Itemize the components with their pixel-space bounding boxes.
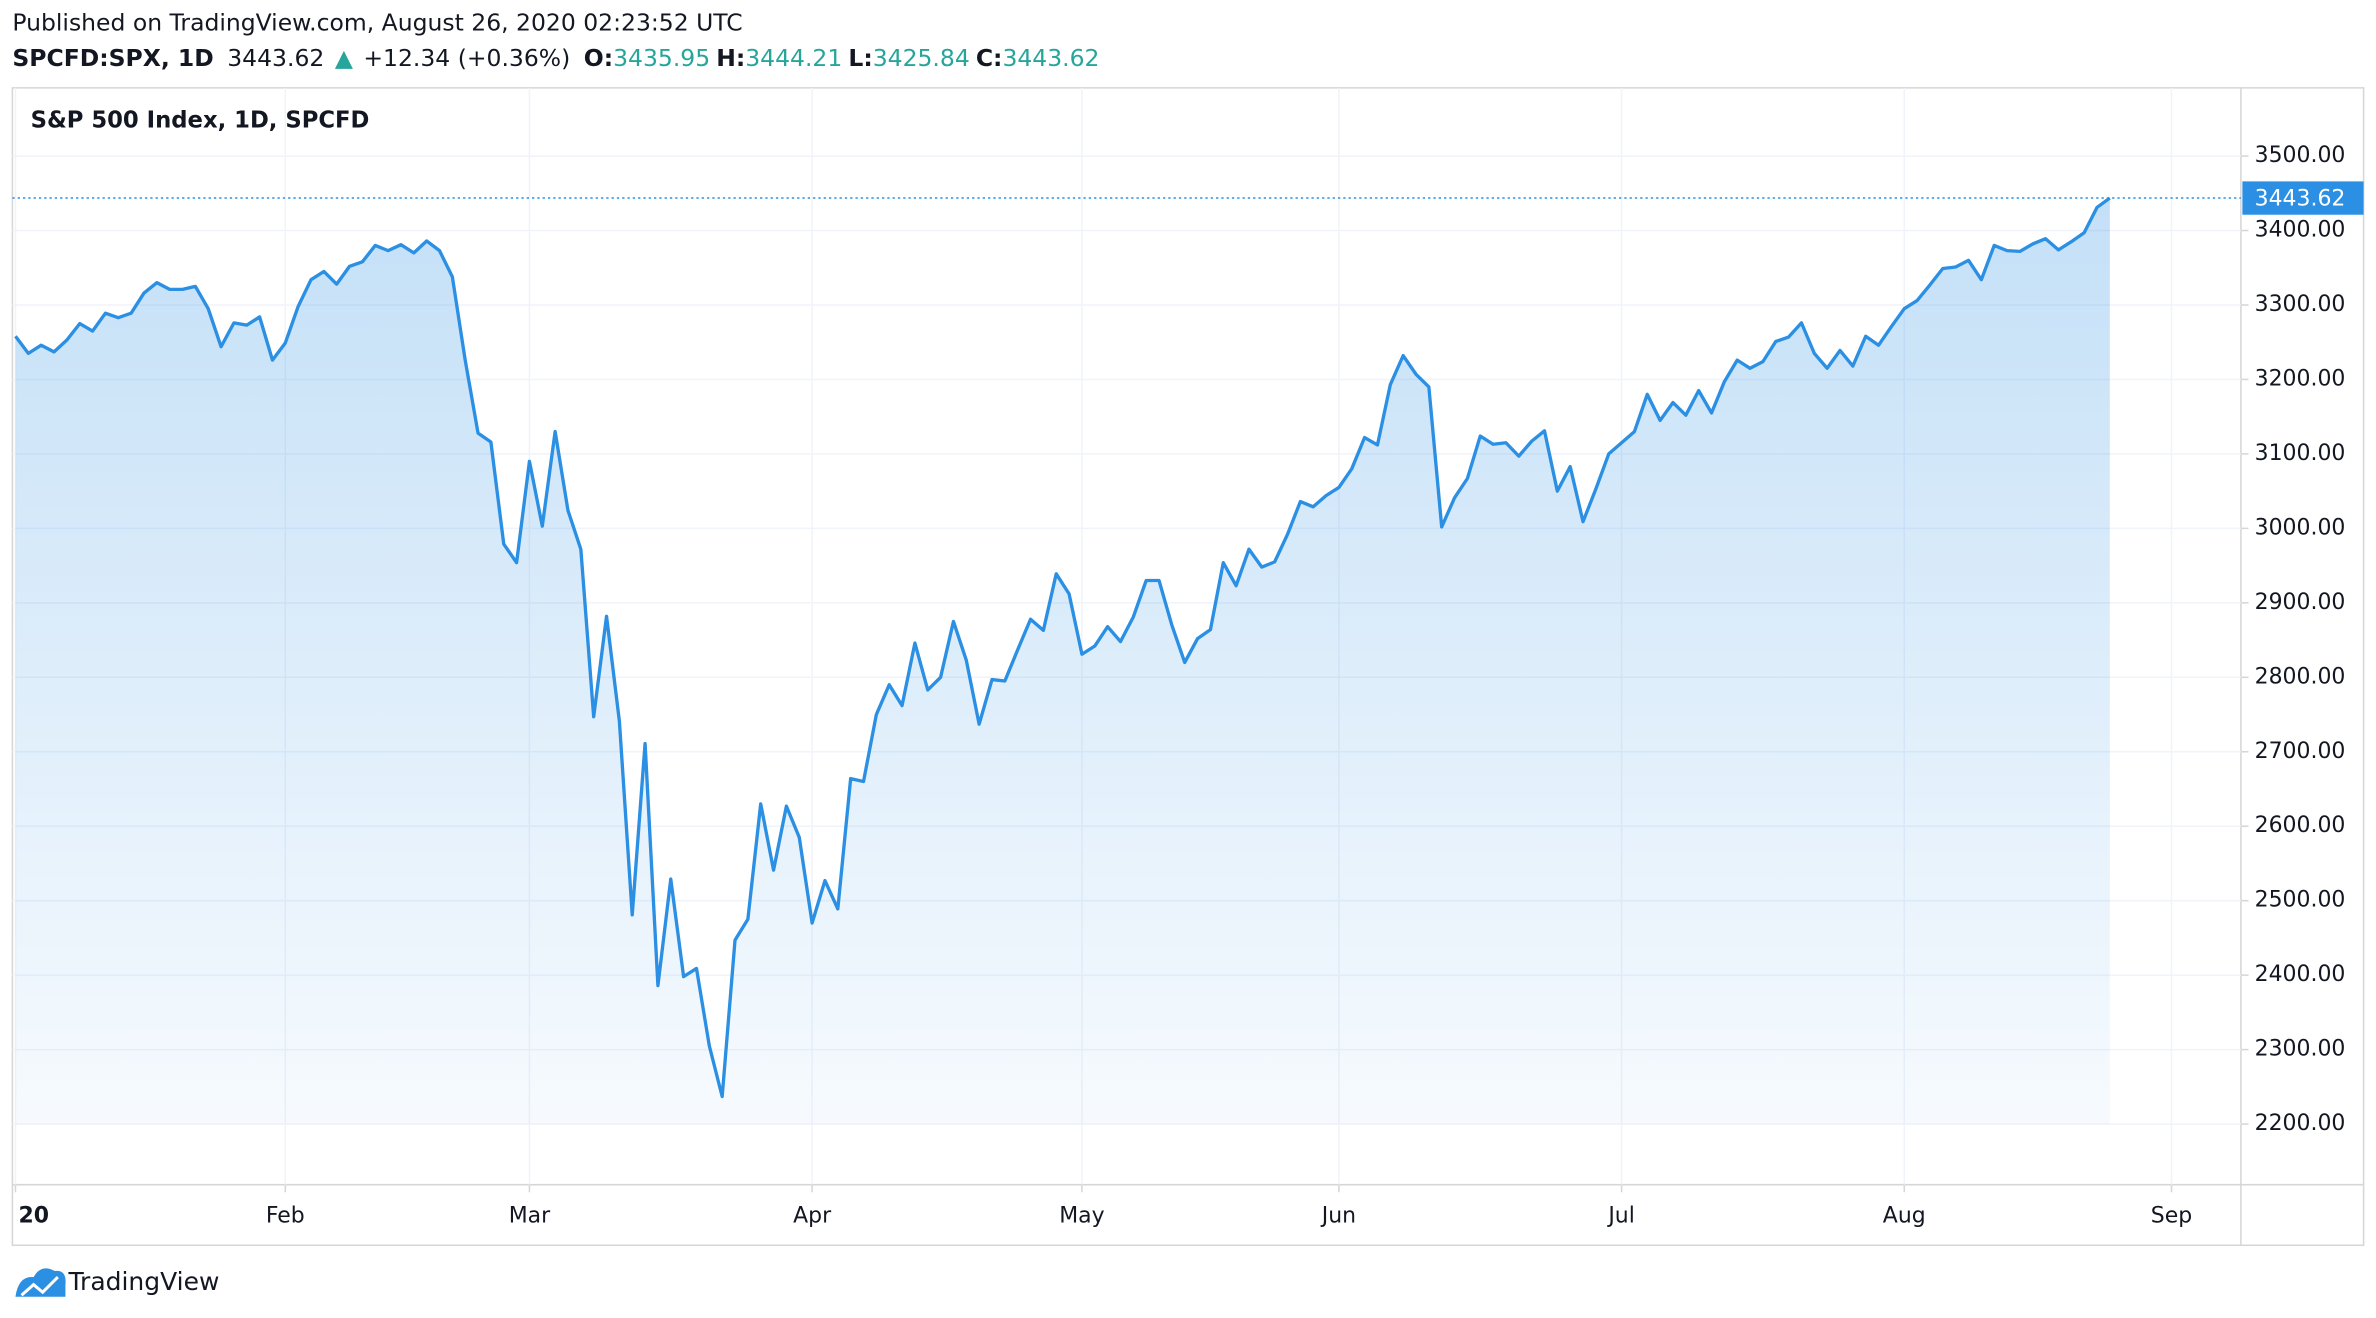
x-tick-label: May [1059,1203,1104,1228]
ohlc-value: 3435.95 [613,44,710,72]
area-fill [15,198,2110,1125]
change: +12.34 (+0.36%) [363,44,570,72]
x-tick-label: Sep [2151,1203,2192,1228]
y-tick-label: 3200.00 [2255,366,2346,391]
price-line [14,196,2111,1099]
ohlc-label: C: [976,44,1003,72]
x-tick-label: Mar [509,1203,551,1228]
y-tick-label: 3000.00 [2255,515,2346,540]
brand: TradingView [67,1267,219,1296]
ohlc-label: H: [716,44,745,72]
y-tick-label: 2800.00 [2255,664,2346,689]
y-tick-label: 2200.00 [2255,1111,2346,1136]
change-arrow: ▲ [335,44,353,72]
x-tick-label: Feb [266,1203,305,1228]
y-tick-label: 3300.00 [2255,292,2346,317]
ohlc-value: 3444.21 [745,44,842,72]
ohlc-label: O: [584,44,613,72]
y-tick-label: 2400.00 [2255,962,2346,987]
symbol-legend: SPCFD:SPX, 1D 3443.62 ▲ +12.34 (+0.36%) … [12,44,1099,72]
y-tick-label: 2600.00 [2255,813,2346,838]
logo-icon-line [20,1276,59,1297]
published-note: Published on TradingView.com, August 26,… [12,9,742,37]
x-tick-label: Aug [1883,1203,1926,1228]
y-tick-label: 3100.00 [2255,441,2346,466]
y-tick-label: 2300.00 [2255,1037,2346,1062]
chart-title: S&P 500 Index, 1D, SPCFD [31,108,370,134]
plot [12,196,2241,1125]
y-tick-label: 3400.00 [2255,218,2346,243]
last-price: 3443.62 [227,44,324,72]
x-tick-label: 20 [19,1203,50,1228]
y-tick-label: 2900.00 [2255,590,2346,615]
y-tick-label: 2700.00 [2255,739,2346,764]
last-price-label: 3443.62 [2255,187,2346,212]
ohlc-value: 3425.84 [873,44,970,72]
x-tick-label: Jun [1320,1203,1356,1228]
y-tick-label: 3500.00 [2255,143,2346,168]
axes: 2200.00 2300.00 2400.00 2500.00 2600.00 2700.… [14,143,2364,1228]
logo [15,1268,66,1297]
y-tick-label: 2500.00 [2255,888,2346,913]
ohlc-label: L: [848,44,872,72]
chart-frame [11,87,2365,1247]
x-tick-label: Apr [793,1203,832,1228]
x-tick-label: Jul [1606,1203,1635,1228]
symbol: SPCFD:SPX, 1D [12,44,213,72]
last-price-badge [2242,181,2364,215]
ohlc-value: 3443.62 [1002,44,1099,72]
